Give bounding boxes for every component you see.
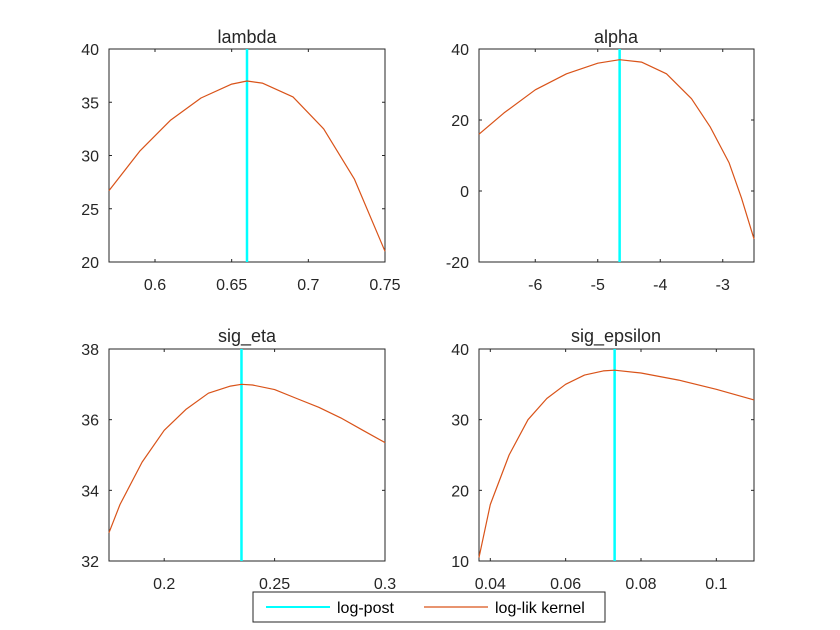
x-tick-label: -4 [653, 277, 667, 294]
series-line-log-lik-kernel [108, 383, 386, 533]
x-tick-label: 0.08 [625, 576, 656, 593]
y-axis-ticks: 32 34 36 38 [81, 342, 385, 571]
series-line-log-lik-kernel [108, 80, 386, 252]
x-tick-label: 0.06 [550, 576, 581, 593]
y-tick-label: 38 [81, 342, 99, 359]
subplot-title: alpha [594, 27, 639, 47]
x-tick-label: -3 [716, 277, 730, 294]
y-tick-label: 20 [451, 483, 469, 500]
subplot-lambda: lambda 0.6 0.65 0.7 0.75 20 25 30 35 40 [81, 27, 400, 294]
subplot-title: sig_eta [218, 326, 277, 347]
axes-box [478, 48, 755, 263]
x-axis-ticks: 0.04 0.06 0.08 0.1 [475, 349, 728, 593]
y-tick-label: 25 [81, 202, 99, 219]
y-tick-label: 30 [81, 149, 99, 166]
x-tick-label: 0.65 [216, 277, 247, 294]
y-tick-label: 36 [81, 413, 99, 430]
y-axis-ticks: -20 0 20 40 [446, 42, 754, 272]
x-axis-ticks: 0.2 0.25 0.3 [153, 349, 396, 593]
legend: log-post log-lik kernel [252, 591, 606, 623]
y-tick-label: 20 [81, 255, 99, 272]
y-tick-label: 40 [81, 42, 99, 59]
y-tick-label: 35 [81, 95, 99, 112]
x-tick-label: 0.2 [153, 576, 175, 593]
x-tick-label: -5 [591, 277, 605, 294]
y-tick-label: 40 [451, 42, 469, 59]
y-tick-label: 34 [81, 483, 99, 500]
series-group [478, 349, 755, 561]
series-group [108, 349, 386, 561]
y-tick-label: -20 [446, 255, 469, 272]
x-axis-ticks: 0.6 0.65 0.7 0.75 [144, 49, 401, 294]
x-tick-label: 0.75 [369, 277, 400, 294]
subplot-alpha: alpha -6 -5 -4 -3 -20 0 20 40 [446, 27, 755, 294]
y-tick-label: 32 [81, 554, 99, 571]
legend-label-log-lik: log-lik kernel [495, 600, 585, 617]
series-group [108, 49, 386, 262]
y-tick-label: 10 [451, 554, 469, 571]
y-axis-ticks: 10 20 30 40 [451, 342, 754, 571]
legend-label-log-post: log-post [337, 600, 394, 617]
y-tick-label: 0 [460, 184, 469, 201]
x-tick-label: 0.7 [297, 277, 319, 294]
x-tick-label: 0.25 [259, 576, 290, 593]
subplot-title: lambda [217, 27, 277, 47]
x-tick-label: 0.6 [144, 277, 166, 294]
subplot-sig-eta: sig_eta 0.2 0.25 0.3 32 34 36 38 [81, 326, 396, 593]
y-axis-ticks: 20 25 30 35 40 [81, 42, 385, 272]
y-tick-label: 30 [451, 413, 469, 430]
axes-box [108, 348, 386, 562]
x-axis-ticks: -6 -5 -4 -3 [528, 49, 730, 294]
axes-box [478, 348, 755, 562]
subplot-title: sig_epsilon [571, 326, 661, 347]
series-line-log-lik-kernel [478, 369, 755, 558]
x-tick-label: -6 [528, 277, 542, 294]
y-tick-label: 20 [451, 113, 469, 130]
series-line-log-lik-kernel [478, 59, 755, 240]
subplot-sig-epsilon: sig_epsilon 0.04 0.06 0.08 0.1 10 20 30 40 [451, 326, 755, 593]
x-tick-label: 0.3 [374, 576, 396, 593]
x-tick-label: 0.04 [475, 576, 506, 593]
y-tick-label: 40 [451, 342, 469, 359]
x-tick-label: 0.1 [705, 576, 727, 593]
series-group [478, 49, 755, 262]
